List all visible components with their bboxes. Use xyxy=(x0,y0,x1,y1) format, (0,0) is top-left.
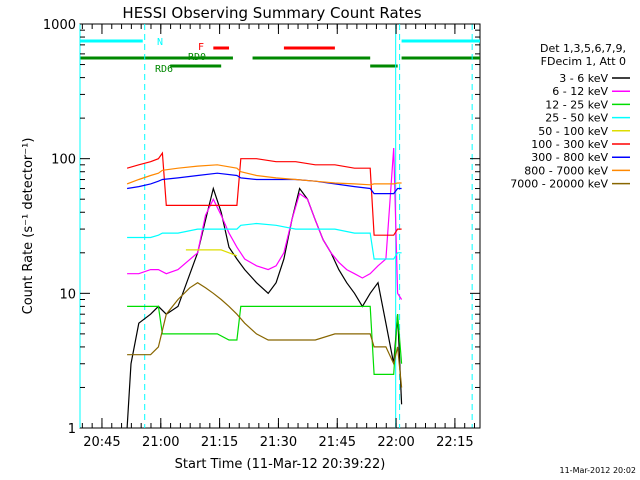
legend-entry-label: 3 - 6 keV xyxy=(559,72,608,85)
legend-header: Det 1,3,5,6,7,9, xyxy=(540,42,626,55)
legend-entry-label: 50 - 100 keV xyxy=(538,125,608,138)
legend: Det 1,3,5,6,7,9,FDecim 1, Att 0 3 - 6 keV… xyxy=(510,42,630,191)
series-line-6 xyxy=(127,172,402,195)
series-line-4 xyxy=(185,249,238,257)
series-line-1 xyxy=(127,147,403,300)
legend-header: FDecim 1, Att 0 xyxy=(541,55,626,68)
y-axis-label: Count Rate (s⁻¹ detector⁻¹) xyxy=(21,138,36,315)
x-tick-label: 21:45 xyxy=(319,435,356,450)
x-axis-label: Start Time (11-Mar-12 20:39:22) xyxy=(175,457,386,472)
legend-entry-label: 12 - 25 keV xyxy=(545,98,608,111)
legend-entry-label: 800 - 7000 keV xyxy=(524,164,608,177)
series-line-3 xyxy=(127,222,402,260)
x-tick-label: 21:00 xyxy=(142,435,179,450)
flag-label-n: N xyxy=(157,37,163,48)
series-line-7 xyxy=(126,164,402,186)
x-tick-label: 21:15 xyxy=(201,435,238,450)
series-line-8 xyxy=(127,281,403,388)
x-tick-label: 21:30 xyxy=(260,435,297,450)
x-tick-label: 22:00 xyxy=(377,435,414,450)
y-tick-label: 10 xyxy=(59,287,76,302)
legend-entry-label: 25 - 50 keV xyxy=(545,112,608,125)
legend-entry-label: 6 - 12 keV xyxy=(552,85,608,98)
chart-title: HESSI Observing Summary Count Rates xyxy=(122,4,421,22)
series-lines xyxy=(126,147,403,429)
footer-timestamp: 11-Mar-2012 20:02 xyxy=(560,466,637,475)
flag-label-f: F xyxy=(198,42,204,53)
legend-entry-label: 100 - 300 keV xyxy=(531,138,608,151)
y-tick-label: 1000 xyxy=(43,18,76,33)
legend-entry-label: 7000 - 20000 keV xyxy=(510,178,608,191)
series-line-2 xyxy=(127,305,403,375)
legend-entry-label: 300 - 800 keV xyxy=(531,151,608,164)
y-tick-label: 1 xyxy=(68,422,76,437)
series-line-5 xyxy=(126,151,402,236)
y-axis-ticks: 1 10 100 1000 xyxy=(43,18,480,437)
y-tick-label: 100 xyxy=(51,153,76,168)
series-line-0 xyxy=(126,186,403,429)
x-axis-ticks: 20:45 21:00 21:15 21:30 21:45 22:00 22:15 xyxy=(81,24,476,450)
vertical-lines xyxy=(79,24,473,428)
x-tick-label: 20:45 xyxy=(83,435,120,450)
flag-label-rd0: RD0 xyxy=(188,52,206,63)
flag-label-rd6: RD6 xyxy=(155,64,173,75)
x-tick-label: 22:15 xyxy=(436,435,473,450)
